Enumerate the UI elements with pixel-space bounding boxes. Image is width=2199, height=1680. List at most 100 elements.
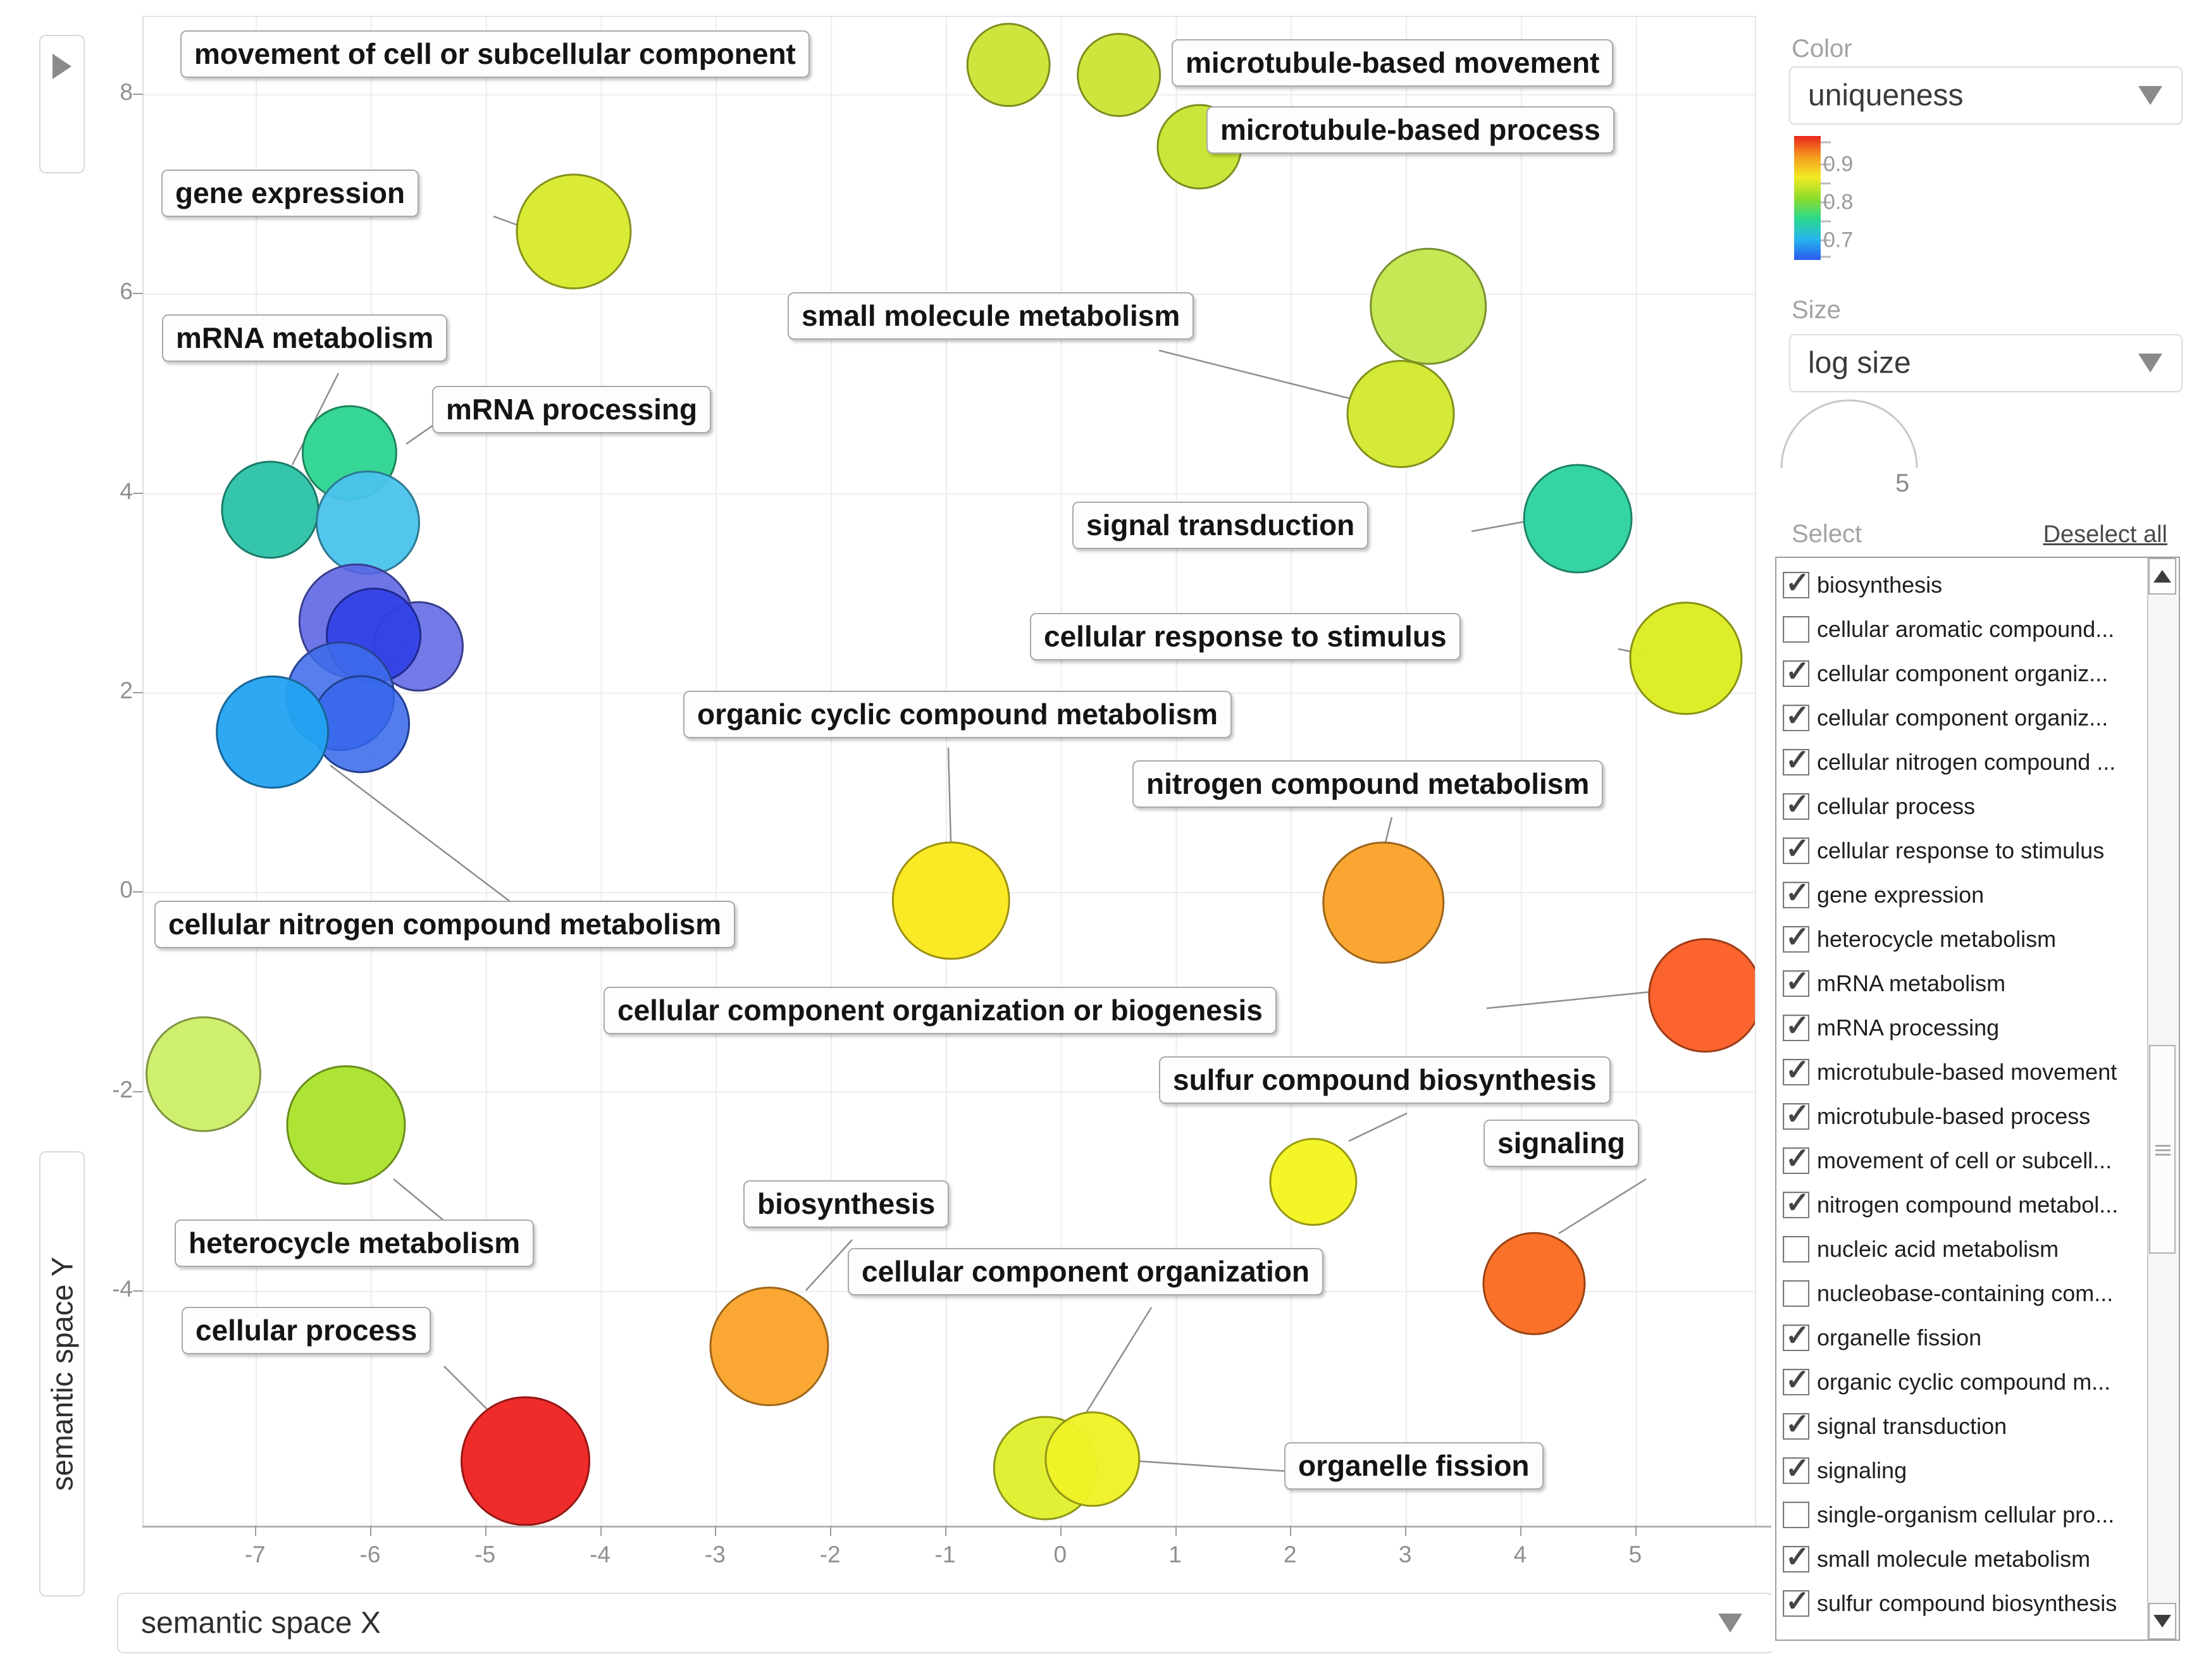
go-term-bubble[interactable] bbox=[1648, 938, 1755, 1053]
go-term-bubble[interactable] bbox=[1044, 1411, 1141, 1507]
term-list-item[interactable]: single-organism cellular pro... bbox=[1783, 1493, 2114, 1537]
term-list-item[interactable]: ✓ organelle fission bbox=[1783, 1316, 1981, 1360]
term-checkbox[interactable]: ✓ bbox=[1783, 655, 1810, 688]
go-term-bubble[interactable] bbox=[1269, 1137, 1358, 1226]
term-checkbox[interactable]: ✓ bbox=[1783, 1142, 1810, 1175]
go-term-bubble[interactable] bbox=[1629, 602, 1743, 715]
go-term-bubble[interactable] bbox=[1077, 32, 1161, 117]
term-label[interactable]: microtubule-based process bbox=[1206, 106, 1614, 154]
scroll-up-button[interactable] bbox=[2148, 558, 2176, 595]
term-checkbox[interactable]: ✓ bbox=[1783, 1097, 1810, 1130]
term-list-label: nucleic acid metabolism bbox=[1817, 1236, 2059, 1262]
term-checkbox[interactable]: ✓ bbox=[1783, 1009, 1810, 1042]
term-checkbox[interactable]: ✓ bbox=[1783, 876, 1810, 909]
term-checkbox[interactable]: ✓ bbox=[1783, 1407, 1810, 1440]
term-label[interactable]: cellular component organization or bioge… bbox=[604, 987, 1277, 1035]
term-list-item[interactable]: ✓ heterocycle metabolism bbox=[1783, 917, 2056, 961]
term-list-item[interactable]: ✓ signaling bbox=[1783, 1448, 1907, 1493]
deselect-all-link[interactable]: Deselect all bbox=[2043, 521, 2167, 548]
term-list-item[interactable]: ✓ sulfur compound biosynthesis bbox=[1783, 1581, 2117, 1626]
term-label[interactable]: organic cyclic compound metabolism bbox=[683, 691, 1232, 739]
term-checkbox[interactable]: ✓ bbox=[1783, 920, 1810, 953]
term-list-item[interactable]: ✓ mRNA metabolism bbox=[1783, 961, 2005, 1006]
go-term-bubble[interactable] bbox=[966, 23, 1051, 108]
go-term-bubble[interactable] bbox=[216, 675, 330, 789]
term-label[interactable]: microtubule-based movement bbox=[1172, 39, 1614, 87]
term-list-item[interactable]: ✓ cellular response to stimulus bbox=[1783, 829, 2104, 873]
term-checkbox[interactable]: ✓ bbox=[1783, 788, 1810, 820]
term-checkbox[interactable] bbox=[1783, 1280, 1809, 1307]
term-checkbox[interactable]: ✓ bbox=[1783, 1584, 1810, 1617]
term-label[interactable]: cellular process bbox=[182, 1307, 431, 1355]
term-label[interactable]: signal transduction bbox=[1072, 502, 1369, 550]
term-list-item[interactable]: ✓ cellular process bbox=[1783, 784, 1975, 829]
go-term-bubble[interactable] bbox=[709, 1287, 829, 1407]
term-label[interactable]: cellular response to stimulus bbox=[1030, 613, 1461, 661]
go-term-bubble[interactable] bbox=[891, 841, 1010, 960]
go-term-bubble[interactable] bbox=[146, 1016, 262, 1132]
sidebar-expander[interactable] bbox=[39, 35, 85, 173]
term-checkbox[interactable]: ✓ bbox=[1783, 1186, 1810, 1219]
go-term-bubble[interactable] bbox=[1346, 359, 1455, 468]
term-checkbox[interactable] bbox=[1783, 1236, 1809, 1263]
term-list-item[interactable]: ✓ signal transduction bbox=[1783, 1404, 2007, 1448]
go-term-bubble[interactable] bbox=[1482, 1232, 1586, 1335]
term-label[interactable]: small molecule metabolism bbox=[788, 292, 1194, 340]
y-axis-select[interactable]: semantic space Y bbox=[39, 1151, 85, 1597]
go-term-bubble[interactable] bbox=[461, 1396, 591, 1526]
term-checkbox[interactable] bbox=[1783, 1502, 1809, 1528]
term-list-item[interactable]: ✓ microtubule-based movement bbox=[1783, 1050, 2117, 1094]
go-term-bubble[interactable] bbox=[1370, 247, 1487, 365]
go-term-bubble[interactable] bbox=[516, 173, 632, 290]
term-label[interactable]: nitrogen compound metabolism bbox=[1132, 760, 1604, 808]
term-list-item[interactable]: ✓ mRNA processing bbox=[1783, 1006, 1999, 1050]
term-list-item[interactable]: ✓ cellular nitrogen compound ... bbox=[1783, 740, 2115, 784]
term-checkbox[interactable]: ✓ bbox=[1783, 699, 1810, 732]
scroll-down-button[interactable] bbox=[2148, 1603, 2176, 1640]
term-list-item[interactable]: ✓ cellular component organiz... bbox=[1783, 652, 2108, 696]
scrollbar-thumb[interactable] bbox=[2149, 1045, 2176, 1254]
term-label[interactable]: movement of cell or subcellular componen… bbox=[180, 30, 810, 78]
term-list-item[interactable]: cellular aromatic compound... bbox=[1783, 607, 2114, 652]
size-variable-dropdown[interactable]: log size bbox=[1789, 334, 2183, 392]
term-list-item[interactable]: ✓ nitrogen compound metabol... bbox=[1783, 1183, 2118, 1227]
term-list-item[interactable]: ✓ cellular component organiz... bbox=[1783, 696, 2108, 740]
term-list-item[interactable]: ✓ gene expression bbox=[1783, 873, 1984, 917]
color-variable-dropdown[interactable]: uniqueness bbox=[1789, 66, 2183, 125]
term-checkbox[interactable]: ✓ bbox=[1783, 1363, 1810, 1396]
term-checkbox[interactable]: ✓ bbox=[1783, 965, 1810, 998]
term-label[interactable]: cellular component organization bbox=[848, 1248, 1323, 1296]
term-label[interactable]: mRNA processing bbox=[432, 386, 712, 434]
term-label[interactable]: mRNA metabolism bbox=[162, 314, 448, 362]
term-checkbox[interactable]: ✓ bbox=[1783, 1319, 1810, 1352]
term-label[interactable]: cellular nitrogen compound metabolism bbox=[154, 901, 736, 949]
term-checkbox[interactable] bbox=[1783, 616, 1809, 643]
term-label[interactable]: organelle fission bbox=[1284, 1442, 1544, 1490]
go-term-bubble[interactable] bbox=[1523, 464, 1633, 574]
term-list-item[interactable]: nucleobase-containing com... bbox=[1783, 1271, 2113, 1316]
term-checkbox[interactable]: ✓ bbox=[1783, 1053, 1810, 1086]
go-term-bubble[interactable] bbox=[221, 460, 319, 559]
term-list-item[interactable]: ✓ small molecule metabolism bbox=[1783, 1537, 2090, 1581]
go-term-bubble[interactable] bbox=[1322, 841, 1445, 964]
term-checkbox[interactable]: ✓ bbox=[1783, 832, 1810, 865]
go-term-bubble[interactable] bbox=[286, 1065, 406, 1185]
term-label[interactable]: biosynthesis bbox=[743, 1180, 950, 1228]
term-list-item[interactable]: ✓ biosynthesis bbox=[1783, 563, 1942, 607]
term-label[interactable]: signaling bbox=[1484, 1120, 1639, 1168]
list-scrollbar[interactable] bbox=[2147, 558, 2177, 1640]
term-checkbox[interactable]: ✓ bbox=[1783, 1540, 1810, 1573]
term-list-item[interactable]: nucleic acid metabolism bbox=[1783, 1227, 2059, 1271]
term-label[interactable]: sulfur compound biosynthesis bbox=[1159, 1056, 1611, 1104]
term-list-item[interactable]: ✓ microtubule-based process bbox=[1783, 1094, 2090, 1139]
term-list-label: single-organism cellular pro... bbox=[1817, 1502, 2115, 1528]
term-checkbox[interactable]: ✓ bbox=[1783, 743, 1810, 776]
term-checkbox[interactable]: ✓ bbox=[1783, 1452, 1810, 1485]
term-checkbox[interactable]: ✓ bbox=[1783, 566, 1810, 599]
term-list-item[interactable]: ✓ organic cyclic compound m... bbox=[1783, 1360, 2110, 1404]
term-list-item[interactable]: ✓ movement of cell or subcell... bbox=[1783, 1139, 2112, 1183]
term-label[interactable]: heterocycle metabolism bbox=[175, 1220, 535, 1268]
x-axis-select[interactable]: semantic space X bbox=[117, 1593, 1774, 1653]
term-label[interactable]: gene expression bbox=[161, 170, 419, 218]
go-term-bubble[interactable] bbox=[316, 470, 421, 575]
